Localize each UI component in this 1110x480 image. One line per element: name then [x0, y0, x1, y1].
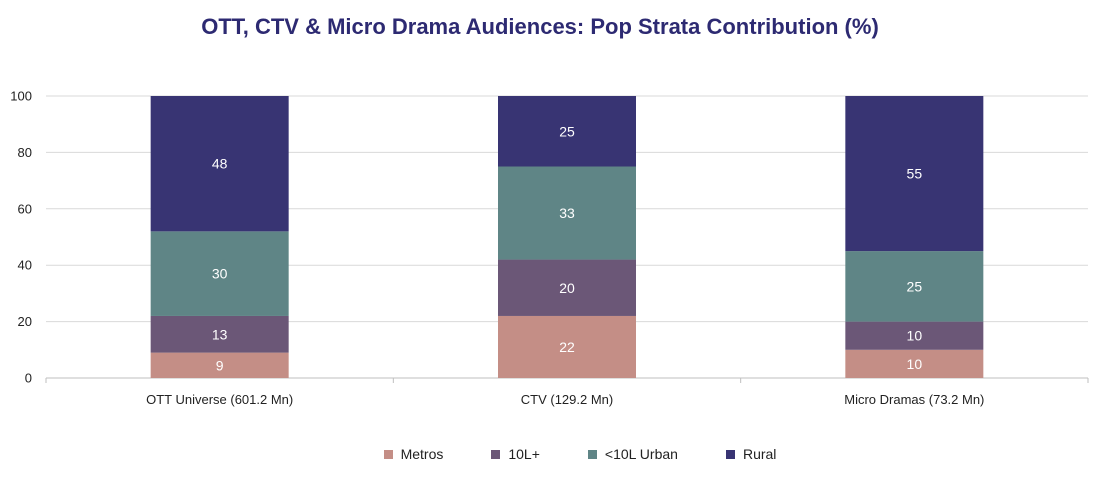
x-category-label: CTV (129.2 Mn) — [521, 392, 613, 407]
legend-swatch — [725, 449, 735, 459]
bar-segment — [845, 251, 984, 322]
bar-segment — [845, 349, 984, 378]
legend-swatch — [383, 449, 393, 459]
data-label: 10 — [907, 356, 923, 372]
data-label: 10 — [907, 328, 923, 344]
bar-segment — [845, 321, 984, 350]
data-label: 13 — [212, 326, 228, 342]
bar-segment — [498, 96, 636, 167]
bar-segment — [498, 166, 636, 260]
bar-segment — [150, 231, 289, 316]
data-label: 30 — [212, 266, 228, 282]
legend-item: Metros — [383, 446, 444, 462]
data-label: 48 — [212, 156, 228, 172]
bar-segment — [150, 352, 289, 378]
legend-label: Metros — [400, 446, 444, 462]
legend-item: Rural — [725, 446, 777, 462]
y-tick-label: 0 — [25, 371, 32, 386]
y-tick-label: 80 — [18, 145, 32, 160]
bar-segment — [498, 259, 636, 316]
y-tick-label: 60 — [18, 201, 32, 216]
legend-item: 10L+ — [491, 446, 540, 462]
y-tick-label: 100 — [10, 89, 32, 104]
data-label: 33 — [559, 205, 575, 221]
bar-segment — [150, 315, 289, 353]
data-label: 20 — [559, 280, 575, 296]
x-category-label: OTT Universe (601.2 Mn) — [146, 392, 293, 407]
data-label: 55 — [907, 166, 923, 182]
data-label: 9 — [216, 357, 224, 373]
chart-title: OTT, CTV & Micro Drama Audiences: Pop St… — [201, 14, 879, 39]
legend-label: Rural — [742, 446, 777, 462]
data-label: 25 — [559, 123, 575, 139]
legend-label: 10L+ — [508, 446, 540, 462]
bar-segment — [150, 96, 289, 232]
chart-legend: Metros 10L+ <10L Urban Rural — [0, 446, 1110, 462]
data-label: 22 — [559, 339, 575, 355]
data-label: 25 — [907, 278, 923, 294]
legend-swatch — [587, 449, 597, 459]
bar-segment — [845, 96, 984, 252]
legend-label: <10L Urban — [604, 446, 678, 462]
legend-item: <10L Urban — [587, 446, 678, 462]
y-tick-label: 40 — [18, 258, 32, 273]
y-tick-label: 20 — [18, 314, 32, 329]
legend-swatch — [491, 449, 501, 459]
bar-segment — [498, 315, 636, 378]
stacked-bar-chart: 0 20 40 60 80 100 9 13 30 48 OTT Universe (601.2 M… — [10, 89, 1089, 407]
x-category-label: Micro Dramas (73.2 Mn) — [844, 392, 984, 407]
